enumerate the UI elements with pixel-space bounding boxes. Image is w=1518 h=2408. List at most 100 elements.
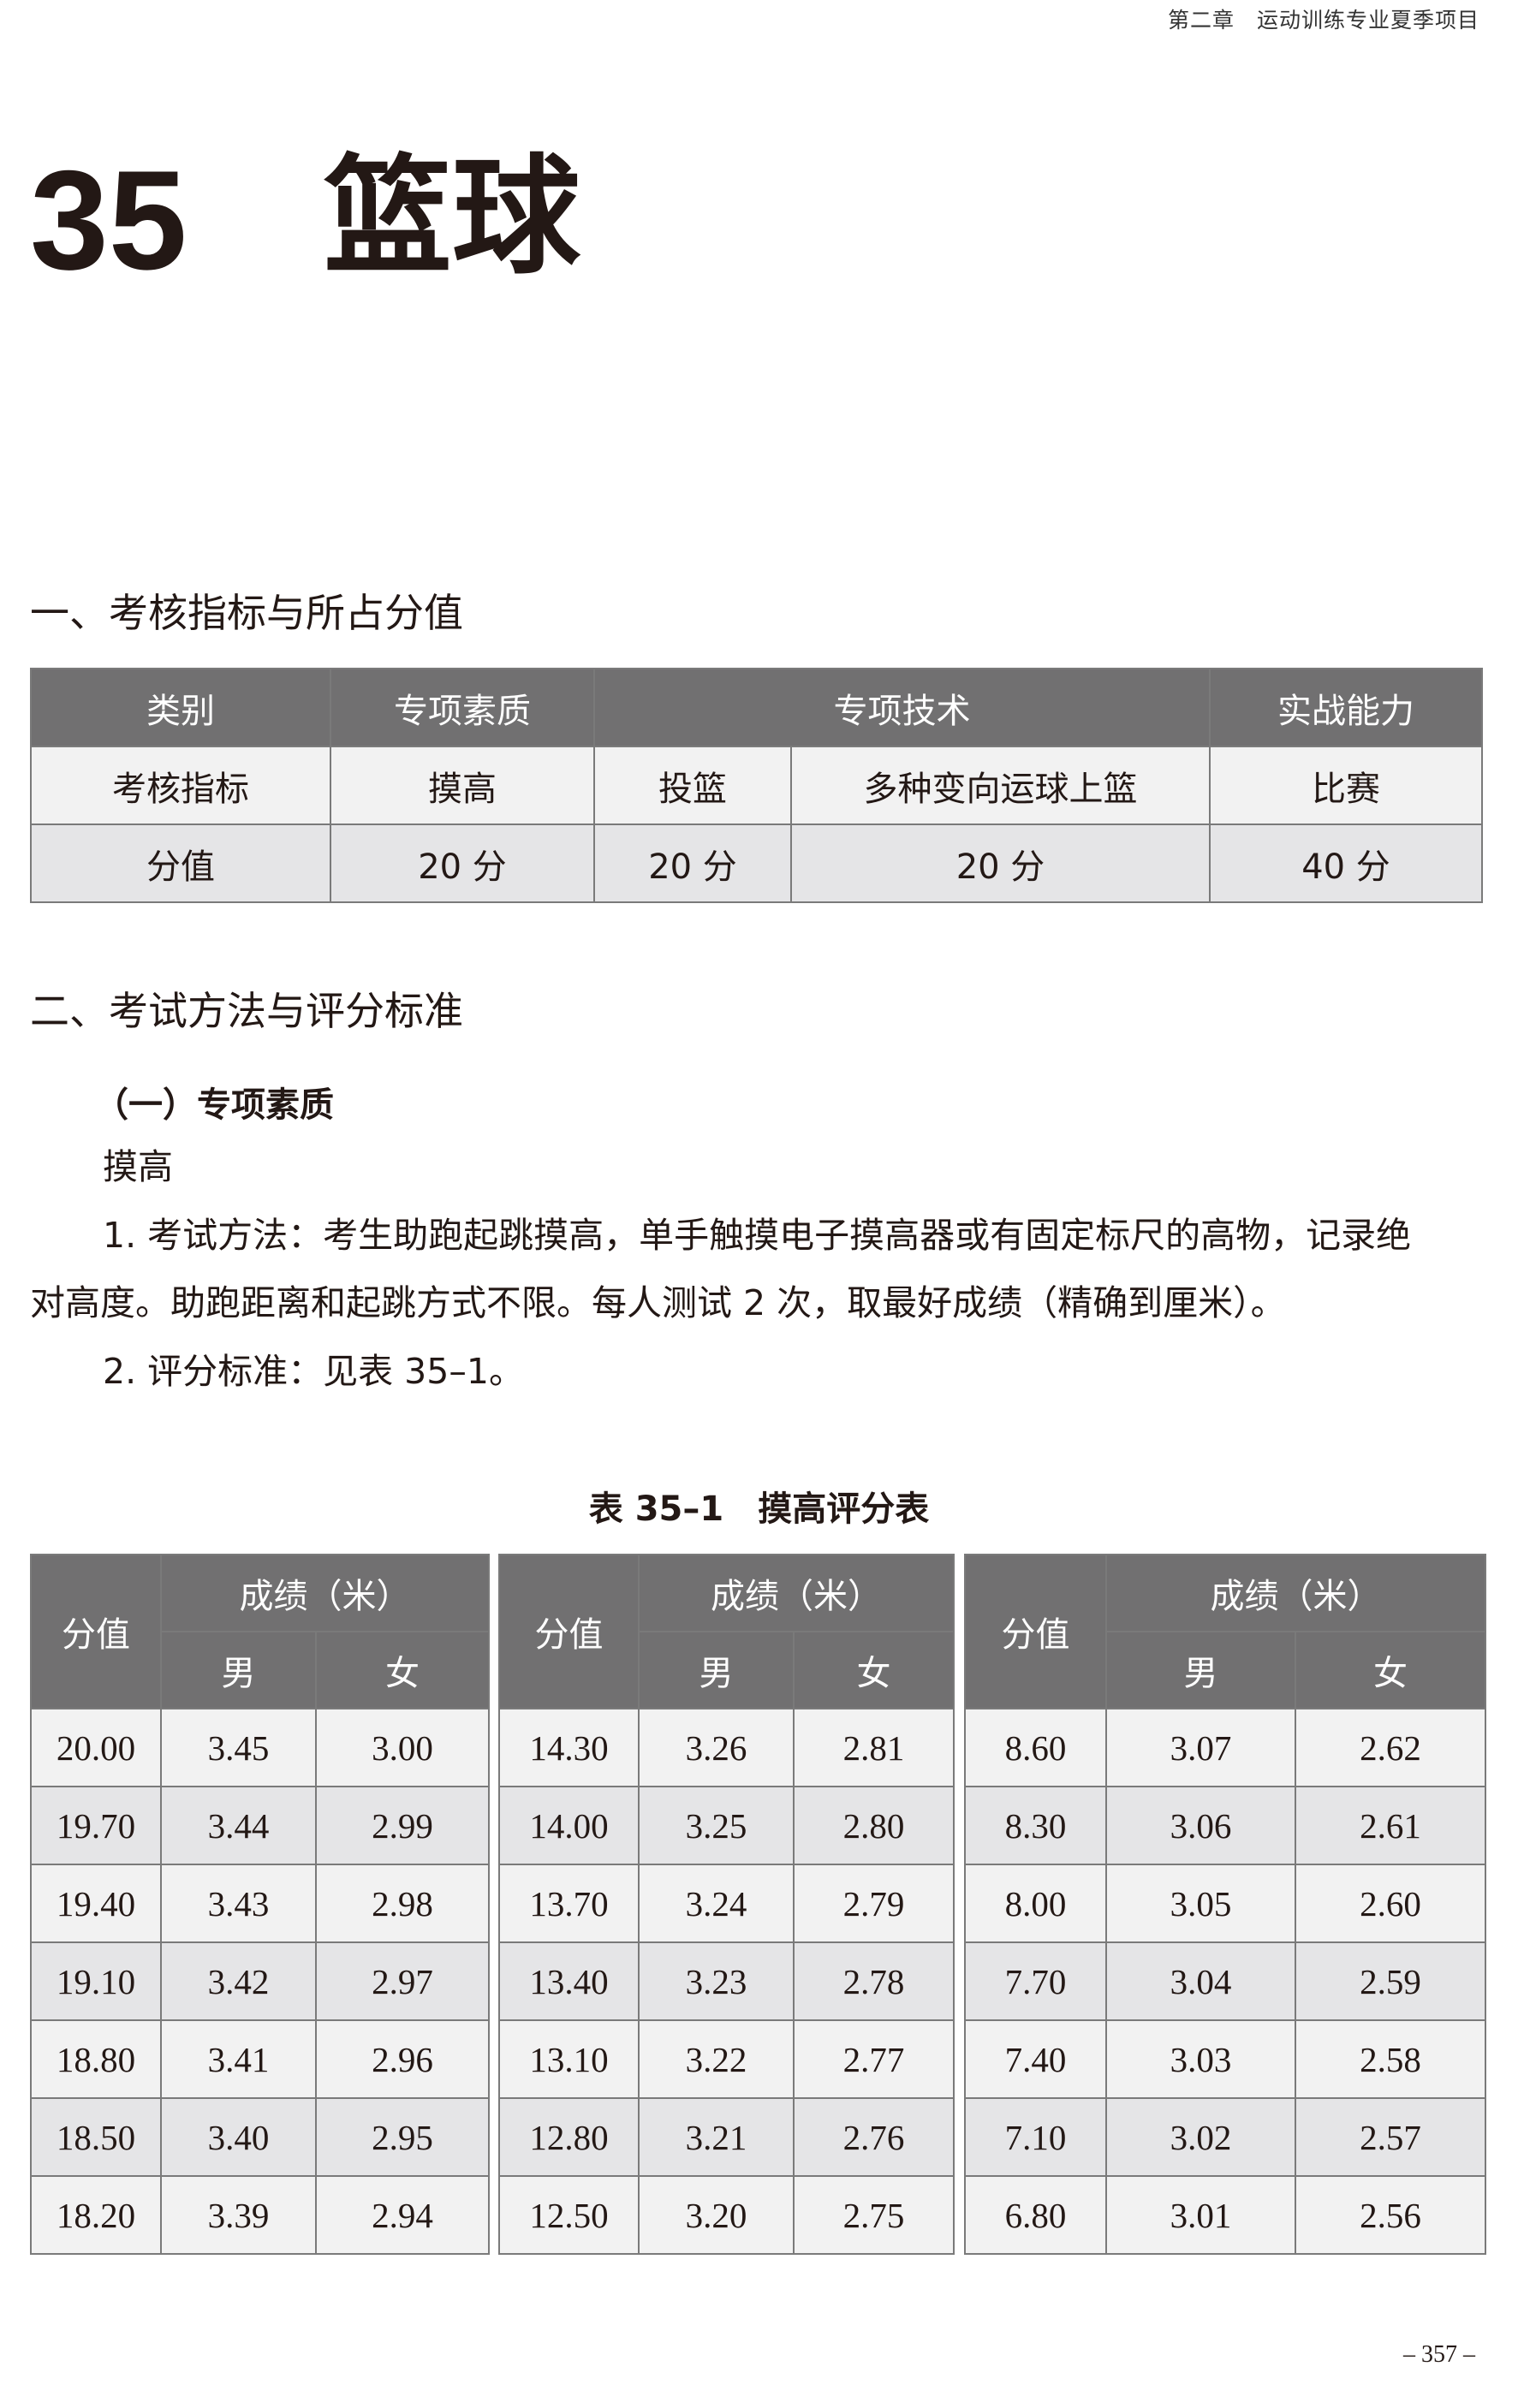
table-row: 8.60 3.07 2.62 [964, 1708, 1486, 1787]
cell: 3.44 [160, 1786, 317, 1865]
page-number: – 357 – [1403, 2341, 1475, 2368]
header-combat: 实战能力 [1209, 668, 1483, 747]
table-row: 18.50 3.40 2.95 [30, 2097, 490, 2177]
cell: 2.58 [1295, 2019, 1486, 2099]
table-row: 13.70 3.24 2.79 [498, 1864, 955, 1943]
cell: 2.97 [315, 1941, 490, 2021]
cell: 3.06 [1105, 1786, 1296, 1865]
header-result: 成绩（米） [1105, 1554, 1486, 1632]
score-table-block: 分值 成绩（米）男女 20.00 3.45 3.00 19.70 3.44 2.99 19.40… [30, 1554, 490, 2255]
cell: 2.76 [793, 2097, 955, 2177]
cell: 2.60 [1295, 1864, 1486, 1943]
table-row: 19.10 3.42 2.97 [30, 1941, 490, 2021]
cell: 19.70 [30, 1786, 162, 1865]
cell: 18.50 [30, 2097, 162, 2177]
table-row: 8.00 3.05 2.60 [964, 1864, 1486, 1943]
cell: 7.40 [964, 2019, 1107, 2099]
cell: 40 分 [1209, 823, 1483, 903]
cell: 3.05 [1105, 1864, 1296, 1943]
cell: 3.26 [638, 1708, 795, 1787]
cell: 3.43 [160, 1864, 317, 1943]
paragraph-line: 1. 考试方法：考生助跑起跳摸高，单手触摸电子摸高器或有固定标尺的高物，记录绝 [103, 1215, 1412, 1256]
table-row: 19.70 3.44 2.99 [30, 1786, 490, 1865]
cell: 18.80 [30, 2019, 162, 2099]
cell: 2.57 [1295, 2097, 1486, 2177]
chapter-title: 篮球 [324, 145, 581, 288]
cell: 8.00 [964, 1864, 1107, 1943]
cell: 14.00 [498, 1786, 640, 1865]
cell: 13.70 [498, 1864, 640, 1943]
cell: 3.23 [638, 1941, 795, 2021]
table-row: 18.20 3.39 2.94 [30, 2175, 490, 2255]
cell: 18.20 [30, 2175, 162, 2255]
cell: 2.98 [315, 1864, 490, 1943]
header-male: 男 [160, 1631, 317, 1709]
cell: 3.45 [160, 1708, 317, 1787]
section1-heading: 一、考核指标与所占分值 [30, 590, 463, 636]
cell: 2.77 [793, 2019, 955, 2099]
header-female: 女 [1295, 1631, 1486, 1709]
cell: 3.41 [160, 2019, 317, 2099]
table-row: 7.40 3.03 2.58 [964, 2019, 1486, 2099]
section2-heading: 二、考试方法与评分标准 [30, 988, 463, 1034]
table-row: 19.40 3.43 2.98 [30, 1864, 490, 1943]
cell: 投篮 [593, 746, 792, 825]
table-row: 7.70 3.04 2.59 [964, 1941, 1486, 2021]
cell: 20 分 [330, 823, 595, 903]
cell: 2.56 [1295, 2175, 1486, 2255]
cell: 19.40 [30, 1864, 162, 1943]
header-result: 成绩（米） [160, 1554, 490, 1632]
cell: 8.60 [964, 1708, 1107, 1787]
score-table-block: 分值 成绩（米）男女 14.30 3.26 2.81 14.00 3.25 2.80 13.70… [498, 1554, 955, 2255]
cell: 2.79 [793, 1864, 955, 1943]
table-row: 12.50 3.20 2.75 [498, 2175, 955, 2255]
cell: 3.22 [638, 2019, 795, 2099]
header-male: 男 [1105, 1631, 1296, 1709]
cell: 12.50 [498, 2175, 640, 2255]
table-row: 20.00 3.45 3.00 [30, 1708, 490, 1787]
cell: 7.70 [964, 1941, 1107, 2021]
cell: 3.03 [1105, 2019, 1296, 2099]
cell: 8.30 [964, 1786, 1107, 1865]
cell: 19.10 [30, 1941, 162, 2021]
cell: 3.24 [638, 1864, 795, 1943]
cell: 20 分 [790, 823, 1211, 903]
cell: 2.61 [1295, 1786, 1486, 1865]
cell: 20.00 [30, 1708, 162, 1787]
cell: 13.10 [498, 2019, 640, 2099]
table-row: 14.30 3.26 2.81 [498, 1708, 955, 1787]
table-caption: 表 35–1 摸高评分表 [588, 1489, 930, 1529]
item-title: 摸高 [103, 1146, 173, 1187]
cell: 7.10 [964, 2097, 1107, 2177]
cell: 2.75 [793, 2175, 955, 2255]
table-row: 考核指标 摸高 投篮 多种变向运球上篮 比赛 [30, 746, 1483, 825]
cell: 2.94 [315, 2175, 490, 2255]
cell: 2.99 [315, 1786, 490, 1865]
header-score: 分值 [30, 1554, 162, 1709]
cell: 3.42 [160, 1941, 317, 2021]
header-score: 分值 [964, 1554, 1107, 1709]
cell: 3.02 [1105, 2097, 1296, 2177]
table-row: 8.30 3.06 2.61 [964, 1786, 1486, 1865]
subsection-heading: （一）专项素质 [94, 1085, 334, 1125]
cell: 2.81 [793, 1708, 955, 1787]
cell: 考核指标 [30, 746, 331, 825]
cell: 2.96 [315, 2019, 490, 2099]
cell: 2.62 [1295, 1708, 1486, 1787]
cell: 多种变向运球上篮 [790, 746, 1211, 825]
cell: 3.21 [638, 2097, 795, 2177]
table-row: 13.40 3.23 2.78 [498, 1941, 955, 2021]
cell: 3.25 [638, 1786, 795, 1865]
cell: 比赛 [1209, 746, 1483, 825]
cell: 12.80 [498, 2097, 640, 2177]
table-row: 6.80 3.01 2.56 [964, 2175, 1486, 2255]
cell: 2.80 [793, 1786, 955, 1865]
header-score: 分值 [498, 1554, 640, 1709]
table-row: 14.00 3.25 2.80 [498, 1786, 955, 1865]
cell: 3.01 [1105, 2175, 1296, 2255]
cell: 14.30 [498, 1708, 640, 1787]
running-head: 第二章 运动训练专业夏季项目 [1167, 9, 1479, 33]
header-category: 类别 [30, 668, 331, 747]
cell: 13.40 [498, 1941, 640, 2021]
cell: 3.00 [315, 1708, 490, 1787]
